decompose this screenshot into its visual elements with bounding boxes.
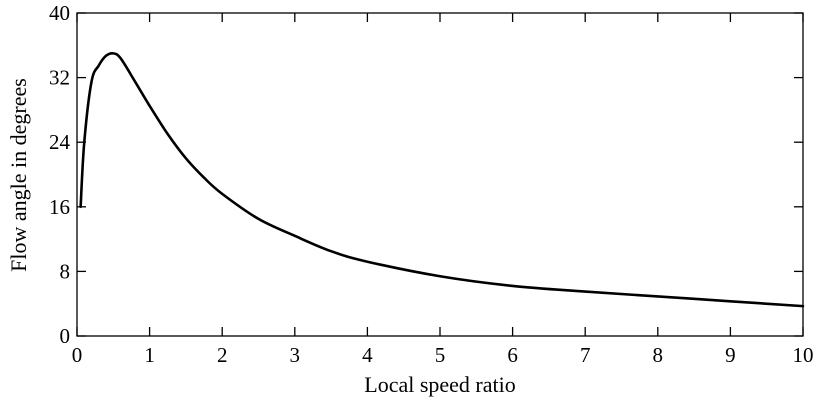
- y-tick-label: 0: [60, 324, 71, 348]
- x-axis-title: Local speed ratio: [364, 372, 516, 397]
- plot-frame: [76, 12, 804, 337]
- x-tick-label: 2: [217, 343, 228, 367]
- y-axis-title: Flow angle in degrees: [6, 78, 31, 272]
- x-tick-label: 7: [580, 343, 591, 367]
- y-tick-label: 24: [49, 130, 71, 154]
- x-tick-label: 1: [144, 343, 155, 367]
- y-axis-ticks: 0 8 16 24 32 40: [49, 1, 803, 348]
- x-tick-label: 9: [725, 343, 736, 367]
- flow-angle-curve: [79, 51, 805, 308]
- x-tick-label: 4: [362, 343, 373, 367]
- x-tick-label: 6: [507, 343, 518, 367]
- x-tick-label: 8: [653, 343, 664, 367]
- x-tick-label: 0: [72, 343, 83, 367]
- x-tick-label: 10: [793, 343, 814, 367]
- y-tick-label: 40: [49, 1, 70, 25]
- x-axis-ticks: 0 1 2 3 4 5 6 7 8 9 10: [72, 13, 814, 367]
- x-tick-label: 3: [290, 343, 301, 367]
- y-tick-label: 32: [49, 66, 70, 90]
- y-tick-label: 8: [60, 259, 71, 283]
- x-tick-label: 5: [435, 343, 446, 367]
- y-tick-label: 16: [49, 195, 70, 219]
